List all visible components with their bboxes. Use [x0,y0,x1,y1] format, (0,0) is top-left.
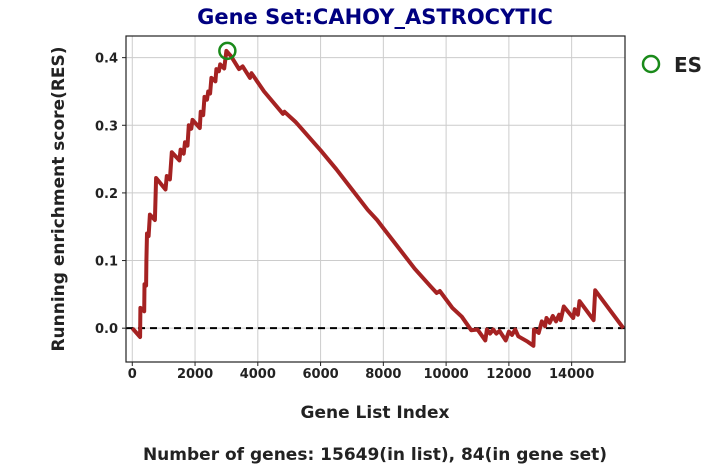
x-tick-label: 10000 [423,367,468,382]
x-axis-ticks: 0 2000 4000 6000 8000 10000 12000 14000 [128,362,594,382]
y-tick-label: 0.3 [95,119,118,134]
legend-es-marker [641,54,661,74]
y-axis-ticks: 0.0 0.1 0.2 0.3 0.4 [95,52,126,337]
es-peak-marker [218,41,237,61]
x-tick-label: 6000 [302,367,338,382]
legend-es-label: ES [674,53,702,77]
x-tick-label: 4000 [240,367,276,382]
x-tick-label: 0 [128,367,137,382]
grid [126,36,625,362]
x-tick-label: 12000 [486,367,531,382]
y-tick-label: 0.1 [95,255,118,270]
chart-title: Gene Set:CAHOY_ASTROCYTIC [197,5,553,29]
y-axis-label: Running enrichment score(RES) [49,46,69,351]
gene-count-footer: Number of genes: 15649(in list), 84(in g… [143,445,607,465]
y-tick-label: 0.4 [95,52,118,67]
plot-frame [125,35,626,363]
x-tick-label: 8000 [365,367,401,382]
x-tick-label: 14000 [549,367,594,382]
y-tick-label: 0.0 [95,322,118,337]
x-axis-label: Gene List Index [301,403,450,423]
y-tick-label: 0.2 [95,187,118,202]
running-es-line [130,48,626,348]
x-tick-label: 2000 [177,367,213,382]
legend: ES [641,53,702,77]
